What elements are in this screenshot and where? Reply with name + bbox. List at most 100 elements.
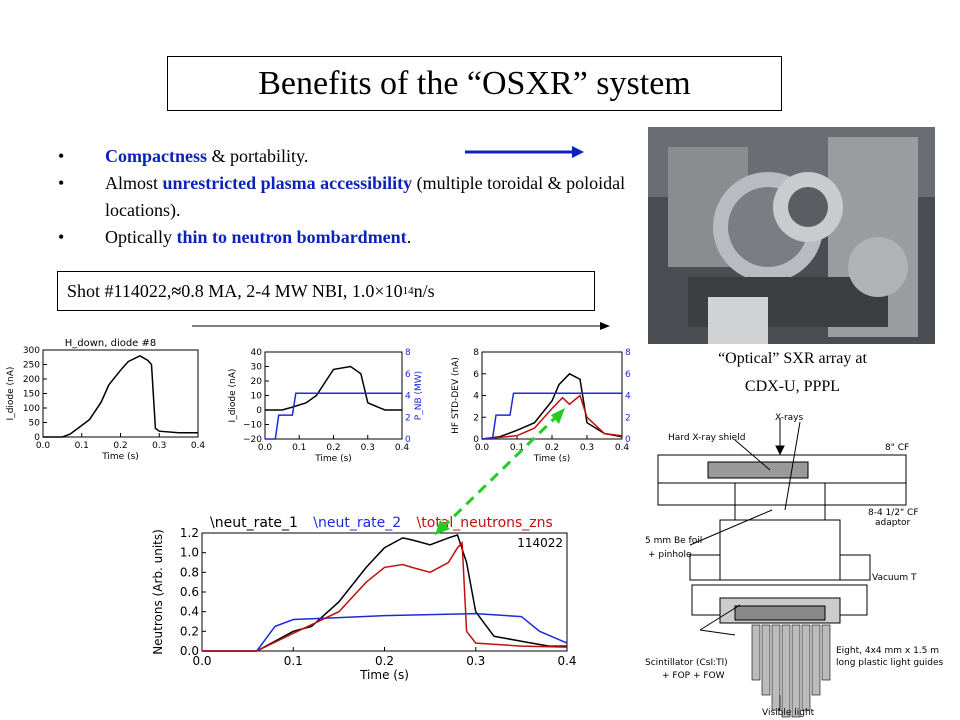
y-tick-label: −10 bbox=[243, 421, 262, 431]
plot-frame bbox=[201, 532, 568, 652]
x-tick-label: 0.4 bbox=[191, 441, 205, 451]
x-tick-label: 0.1 bbox=[75, 441, 89, 451]
label-scint-2: + FOP + FOW bbox=[662, 671, 725, 681]
series-line bbox=[481, 394, 623, 440]
y-tick-label: 0 bbox=[34, 433, 40, 443]
label-be-foil-1: 5 mm Be foil bbox=[645, 536, 702, 546]
y-tick-label: 300 bbox=[23, 346, 40, 356]
bullet-item: • Optically thin to neutron bombardment. bbox=[58, 224, 648, 251]
green-dashed-arrow bbox=[435, 408, 565, 535]
y-tick-label: 250 bbox=[23, 361, 40, 371]
y2-tick-label: 4 bbox=[625, 392, 631, 402]
y-tick-label: 50 bbox=[29, 419, 41, 429]
chart-title: H_down, diode #8 bbox=[65, 338, 157, 349]
legend-entry: \total_neutrons_zns bbox=[417, 515, 553, 531]
y2-axis-label: P_NB (MW) bbox=[414, 371, 424, 420]
series-line bbox=[265, 392, 402, 440]
bullet-emphasis: unrestricted plasma accessibility bbox=[162, 173, 413, 193]
chart-diode-nbi: 0.0 0.1 0.2 0.3 0.4 −20 −10 0 10 20 30 40 0 2 4 6 8 Time … bbox=[228, 348, 424, 464]
y2-tick-label: 0 bbox=[405, 435, 411, 445]
y-tick-label: 4 bbox=[473, 392, 479, 402]
y2-tick-label: 0 bbox=[625, 435, 631, 445]
y-axis-label: I_diode (nA) bbox=[228, 369, 238, 423]
y-axis-label: HF STD-DEV (nA) bbox=[451, 357, 461, 434]
label-adaptor-2: adaptor bbox=[875, 518, 910, 528]
y2-tick-label: 8 bbox=[405, 348, 411, 358]
label-xrays: X-rays bbox=[775, 413, 804, 423]
series-line bbox=[482, 392, 622, 440]
bullet-plain: . bbox=[406, 227, 412, 247]
label-vacuum-t: Vacuum T bbox=[872, 573, 917, 583]
hardware-photo bbox=[648, 127, 935, 344]
bullet-dot: • bbox=[58, 173, 65, 193]
x-tick-label: 0.1 bbox=[510, 443, 524, 453]
y-tick-label: 0.6 bbox=[180, 585, 199, 599]
bullet-text: Compactness & portability. bbox=[105, 143, 308, 170]
y-tick-label: 2 bbox=[473, 413, 479, 423]
x-tick-label: 0.0 bbox=[192, 654, 211, 668]
y-tick-label: 6 bbox=[473, 370, 479, 380]
x-tick-label: 0.0 bbox=[475, 443, 490, 453]
bullet-plain: Optically bbox=[105, 227, 177, 247]
x-axis-label: Time (s) bbox=[359, 668, 409, 682]
chart-annotation: 114022 bbox=[517, 536, 563, 550]
x-tick-label: 0.3 bbox=[580, 443, 594, 453]
series-line bbox=[202, 612, 568, 652]
y-tick-label: 10 bbox=[251, 392, 263, 402]
legend-entry: \neut_rate_1 bbox=[210, 515, 298, 531]
y-tick-label: 1.0 bbox=[180, 546, 199, 560]
x-axis-label: Time (s) bbox=[101, 452, 139, 462]
pointer-arrow-black bbox=[192, 322, 610, 330]
chart-neutrons: 0.0 0.1 0.2 0.3 0.4 0.0 0.2 0.4 0.6 0.8 1.0 1.2 Time… bbox=[151, 515, 577, 682]
bullet-dot: • bbox=[58, 227, 65, 247]
x-tick-label: 0.4 bbox=[557, 654, 576, 668]
y2-tick-label: 6 bbox=[625, 370, 631, 380]
y-tick-label: 30 bbox=[251, 363, 263, 373]
y2-tick-label: 2 bbox=[405, 413, 411, 423]
y2-tick-label: 2 bbox=[625, 413, 631, 423]
x-axis-label: Time (s) bbox=[314, 454, 352, 464]
x-tick-label: 0.0 bbox=[258, 443, 273, 453]
legend-entry: \neut_rate_2 bbox=[313, 515, 401, 531]
x-tick-label: 0.1 bbox=[292, 443, 306, 453]
series-line bbox=[481, 372, 623, 440]
y-axis-label: I_diode (nA) bbox=[6, 367, 16, 421]
x-tick-label: 0.1 bbox=[284, 654, 303, 668]
y-tick-label: 0.8 bbox=[180, 565, 199, 579]
series-line bbox=[202, 534, 567, 652]
label-scint-1: Scintillator (CsI:Tl) bbox=[645, 658, 728, 668]
x-tick-label: 0.3 bbox=[466, 654, 485, 668]
y-tick-label: 0.0 bbox=[180, 644, 199, 658]
y-tick-label: 40 bbox=[251, 348, 263, 358]
bullet-plain: Almost bbox=[105, 173, 163, 193]
label-be-foil-2: + pinhole bbox=[648, 550, 692, 560]
x-tick-label: 0.4 bbox=[395, 443, 410, 453]
y-tick-label: 150 bbox=[23, 390, 40, 400]
x-tick-label: 0.3 bbox=[152, 441, 166, 451]
x-tick-label: 0.4 bbox=[615, 443, 630, 453]
y-tick-label: 0.4 bbox=[180, 605, 199, 619]
chart-diode-8: 0.0 0.1 0.2 0.3 0.4 0 50 100 150 200 250 300 Time (s… bbox=[6, 338, 205, 462]
plot-frame bbox=[264, 351, 403, 440]
x-tick-label: 0.3 bbox=[361, 443, 375, 453]
y-tick-label: 200 bbox=[23, 375, 40, 385]
label-8cf: 8" CF bbox=[885, 443, 909, 453]
shot-info-box: Shot #114022, ≈ 0.8 MA, 2-4 MW NBI, 1.0 ×… bbox=[57, 271, 595, 311]
label-guides-1: Eight, 4x4 mm x 1.5 m bbox=[836, 646, 939, 656]
label-hard-xray-shield: Hard X-ray shield bbox=[668, 433, 745, 443]
y-tick-label: 1.2 bbox=[180, 526, 199, 540]
y-tick-label: −20 bbox=[243, 435, 262, 445]
x-tick-label: 0.2 bbox=[545, 443, 559, 453]
x-tick-label: 0.0 bbox=[36, 441, 51, 451]
benefit-list: • Compactness & portability. • Almost unres… bbox=[58, 143, 648, 251]
plot-frame bbox=[42, 349, 199, 438]
label-adaptor-1: 8-4 1/2" CF bbox=[868, 508, 919, 518]
slide-title: Benefits of the “OSXR” system bbox=[167, 56, 782, 111]
bullet-text: Almost unrestricted plasma accessibility… bbox=[105, 170, 648, 224]
x-tick-label: 0.2 bbox=[375, 654, 394, 668]
y-tick-label: 20 bbox=[251, 377, 263, 387]
series-line bbox=[265, 365, 402, 411]
x-tick-label: 0.2 bbox=[113, 441, 127, 451]
bullet-text: Optically thin to neutron bombardment. bbox=[105, 224, 411, 251]
